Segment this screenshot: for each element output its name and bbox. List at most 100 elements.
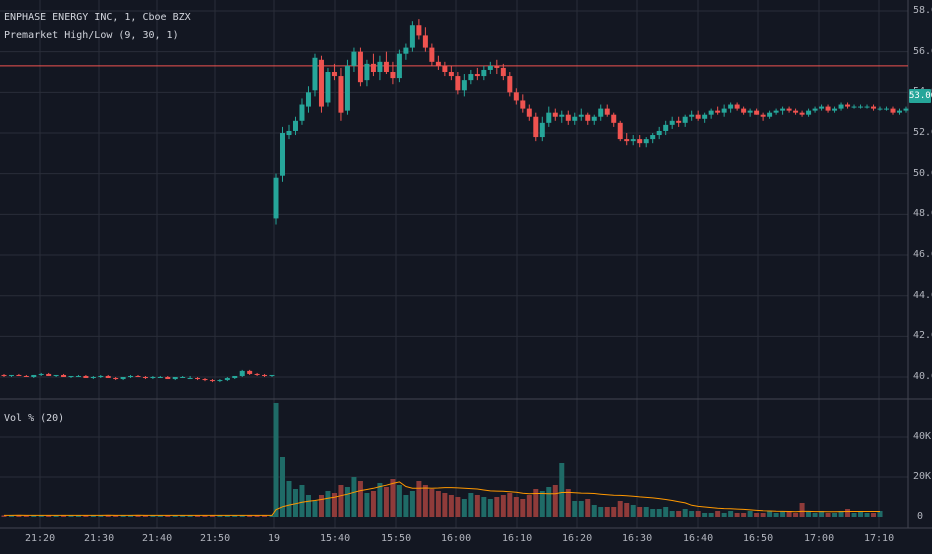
volume-bar bbox=[135, 515, 141, 517]
candle-body bbox=[533, 116, 539, 138]
candle-body bbox=[105, 375, 111, 379]
price-tick-label: 52.00 bbox=[913, 127, 932, 138]
volume-bar bbox=[409, 491, 415, 517]
volume-bar bbox=[83, 515, 89, 517]
volume-bar bbox=[864, 513, 870, 517]
volume-bar bbox=[247, 515, 253, 517]
candle-body bbox=[747, 110, 753, 113]
candle-body bbox=[624, 139, 630, 142]
candle-body bbox=[877, 108, 883, 110]
volume-bar bbox=[624, 503, 630, 517]
volume-bar bbox=[305, 495, 311, 517]
candle-body bbox=[507, 76, 513, 93]
symbol-legend: ENPHASE ENERGY INC, 1, Cboe BZX bbox=[4, 12, 191, 23]
volume-bar bbox=[68, 515, 74, 517]
volume-bar bbox=[1, 515, 7, 517]
candle-body bbox=[120, 377, 126, 380]
volume-bar bbox=[487, 499, 493, 517]
volume-bar bbox=[422, 485, 428, 517]
volume-bar bbox=[254, 515, 260, 517]
candle-body bbox=[741, 108, 747, 113]
candle-body bbox=[799, 112, 805, 115]
time-tick-label: 16:50 bbox=[743, 533, 774, 544]
candle-body bbox=[305, 92, 311, 107]
candle-body bbox=[689, 114, 695, 117]
volume-bar bbox=[461, 499, 467, 517]
time-tick-label: 16:20 bbox=[562, 533, 593, 544]
candle-body bbox=[786, 108, 792, 111]
time-tick-label: 15:40 bbox=[320, 533, 351, 544]
candle-body bbox=[598, 108, 604, 117]
candle-body bbox=[312, 57, 318, 91]
volume-bar bbox=[793, 513, 799, 517]
volume-bar bbox=[585, 499, 591, 517]
candle-body bbox=[663, 124, 669, 131]
candle-body bbox=[416, 25, 422, 36]
volume-bar bbox=[224, 515, 230, 517]
time-tick-label: 17:00 bbox=[804, 533, 835, 544]
volume-bar bbox=[598, 507, 604, 517]
volume-bar bbox=[31, 515, 37, 517]
volume-tick-label: 20K bbox=[913, 471, 932, 482]
candle-body bbox=[53, 374, 59, 376]
volume-bar bbox=[689, 511, 695, 517]
candle-body bbox=[845, 104, 851, 107]
volume-bar bbox=[832, 513, 838, 517]
candle-body bbox=[884, 108, 890, 110]
candle-body bbox=[351, 51, 357, 66]
time-tick-label: 16:00 bbox=[441, 533, 472, 544]
candle-body bbox=[448, 72, 454, 77]
volume-bar bbox=[578, 501, 584, 517]
candle-body bbox=[650, 135, 656, 140]
volume-bar bbox=[682, 509, 688, 517]
candle-body bbox=[864, 106, 870, 108]
candle-body bbox=[279, 133, 285, 176]
volume-bar bbox=[455, 497, 461, 517]
volume-bar bbox=[435, 491, 441, 517]
volume-bar bbox=[565, 489, 571, 517]
volume-bar bbox=[331, 493, 337, 517]
volume-bar bbox=[172, 515, 178, 517]
candle-body bbox=[396, 53, 402, 79]
volume-bar bbox=[507, 493, 513, 517]
volume-bar bbox=[113, 515, 119, 517]
candle-body bbox=[611, 114, 617, 123]
volume-bar bbox=[232, 515, 238, 517]
candle-body bbox=[429, 47, 435, 62]
price-tick-label: 40.00 bbox=[913, 371, 932, 383]
price-tick-label: 58.00 bbox=[913, 5, 932, 16]
volume-bar bbox=[838, 511, 844, 517]
volume-bar bbox=[150, 515, 156, 517]
volume-bar bbox=[812, 513, 818, 517]
candle-body bbox=[98, 375, 104, 377]
volume-bar bbox=[53, 515, 59, 517]
volume-bar bbox=[217, 515, 223, 517]
volume-bar bbox=[604, 507, 610, 517]
volume-bar bbox=[741, 513, 747, 517]
volume-bar bbox=[202, 515, 208, 517]
volume-bar bbox=[165, 515, 171, 517]
candle-body bbox=[734, 104, 740, 109]
volume-bar bbox=[38, 515, 44, 517]
volume-bar bbox=[845, 509, 851, 517]
volume-bar bbox=[390, 479, 396, 517]
volume-bar bbox=[128, 515, 134, 517]
volume-legend: Vol % (20) bbox=[4, 413, 65, 424]
candle-body bbox=[142, 377, 148, 379]
candle-body bbox=[481, 69, 487, 77]
volume-bar bbox=[8, 515, 14, 517]
volume-bar bbox=[90, 515, 96, 517]
volume-bar bbox=[46, 515, 52, 517]
volume-bar bbox=[448, 495, 454, 517]
volume-bar bbox=[871, 513, 877, 517]
volume-bar bbox=[370, 491, 376, 517]
candle-body bbox=[520, 100, 526, 109]
volume-bar bbox=[157, 515, 163, 517]
candle-body bbox=[217, 380, 223, 382]
candle-body bbox=[83, 375, 89, 379]
volume-bar bbox=[669, 511, 675, 517]
candle-body bbox=[390, 72, 396, 79]
volume-bar bbox=[643, 507, 649, 517]
candle-body bbox=[232, 375, 238, 379]
